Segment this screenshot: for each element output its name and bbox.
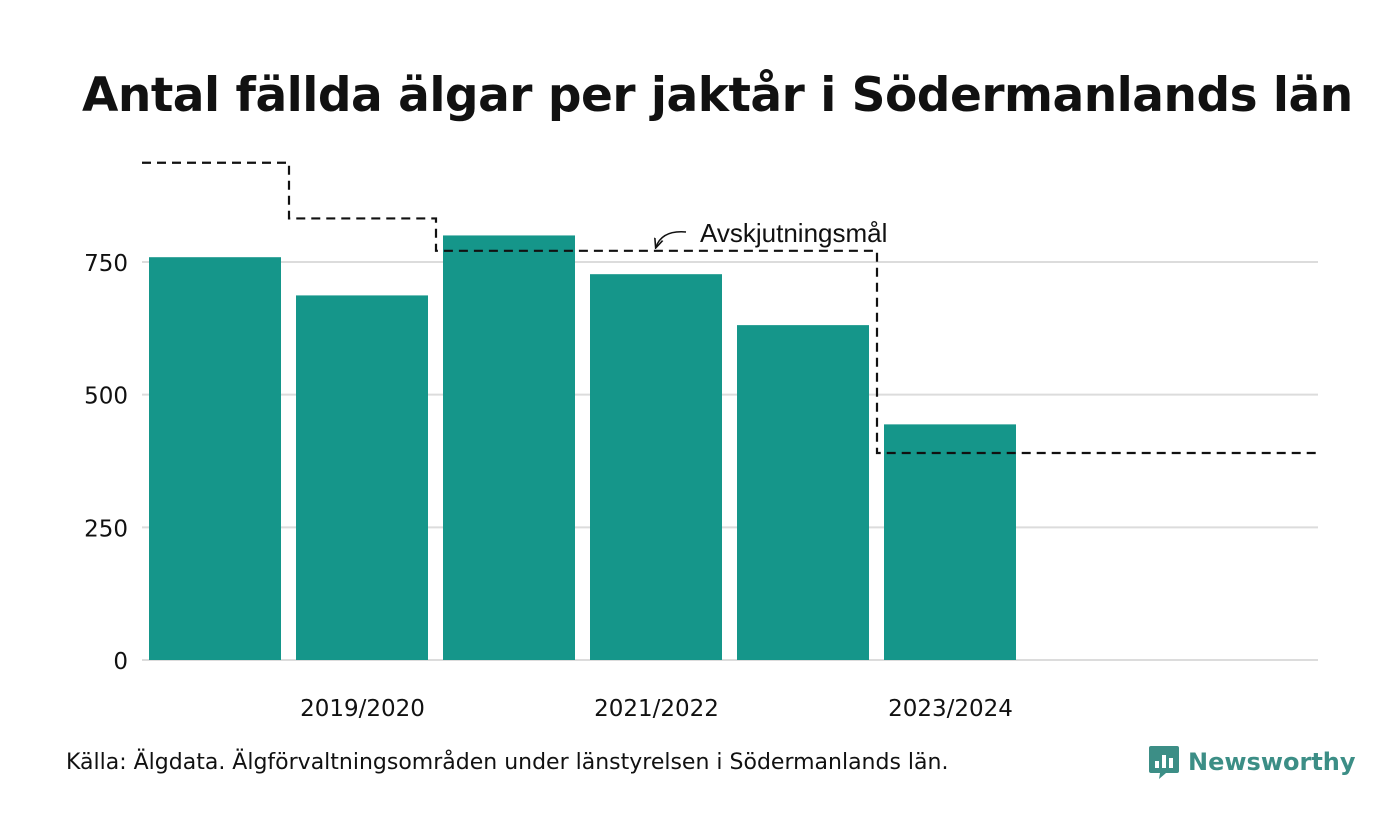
bar-2023-2024 <box>884 424 1016 660</box>
y-tick-label: 500 <box>84 384 128 410</box>
bars <box>149 235 1016 660</box>
brand-logo: Newsworthy <box>1148 744 1356 780</box>
bar-chart: 0 250 500 750 2019/2020 2021/2022 2023/2024 A… <box>84 161 1318 722</box>
y-axis-ticks: 0 250 500 750 <box>84 251 128 675</box>
brand-name: Newsworthy <box>1188 748 1356 776</box>
y-tick-label: 0 <box>113 649 128 675</box>
x-tick-label: 2023/2024 <box>888 696 1013 722</box>
target-annotation-arrow <box>656 231 687 247</box>
bar-2021-2022 <box>590 274 722 660</box>
x-tick-label: 2019/2020 <box>300 696 425 722</box>
target-line-group <box>142 161 1318 455</box>
x-axis-ticks: 2019/2020 2021/2022 2023/2024 <box>300 696 1013 722</box>
y-tick-label: 750 <box>84 251 128 277</box>
newsworthy-logo-icon <box>1149 746 1179 779</box>
target-annotation-label: Avskjutningsmål <box>700 218 887 248</box>
bar-2018-2019 <box>149 257 281 660</box>
bar-2022-2023 <box>737 325 869 660</box>
y-tick-label: 250 <box>84 516 128 542</box>
target-step-line <box>142 161 1318 455</box>
x-tick-label: 2021/2022 <box>594 696 719 722</box>
chart-title: Antal fällda älgar per jaktår i Söderman… <box>82 68 1353 123</box>
source-note: Källa: Älgdata. Älgförvaltningsområden u… <box>66 750 949 775</box>
bar-2019-2020 <box>296 295 428 660</box>
bar-2020-2021 <box>443 235 575 660</box>
